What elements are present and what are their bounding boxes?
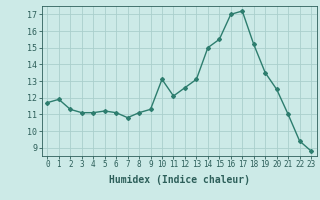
X-axis label: Humidex (Indice chaleur): Humidex (Indice chaleur): [109, 175, 250, 185]
